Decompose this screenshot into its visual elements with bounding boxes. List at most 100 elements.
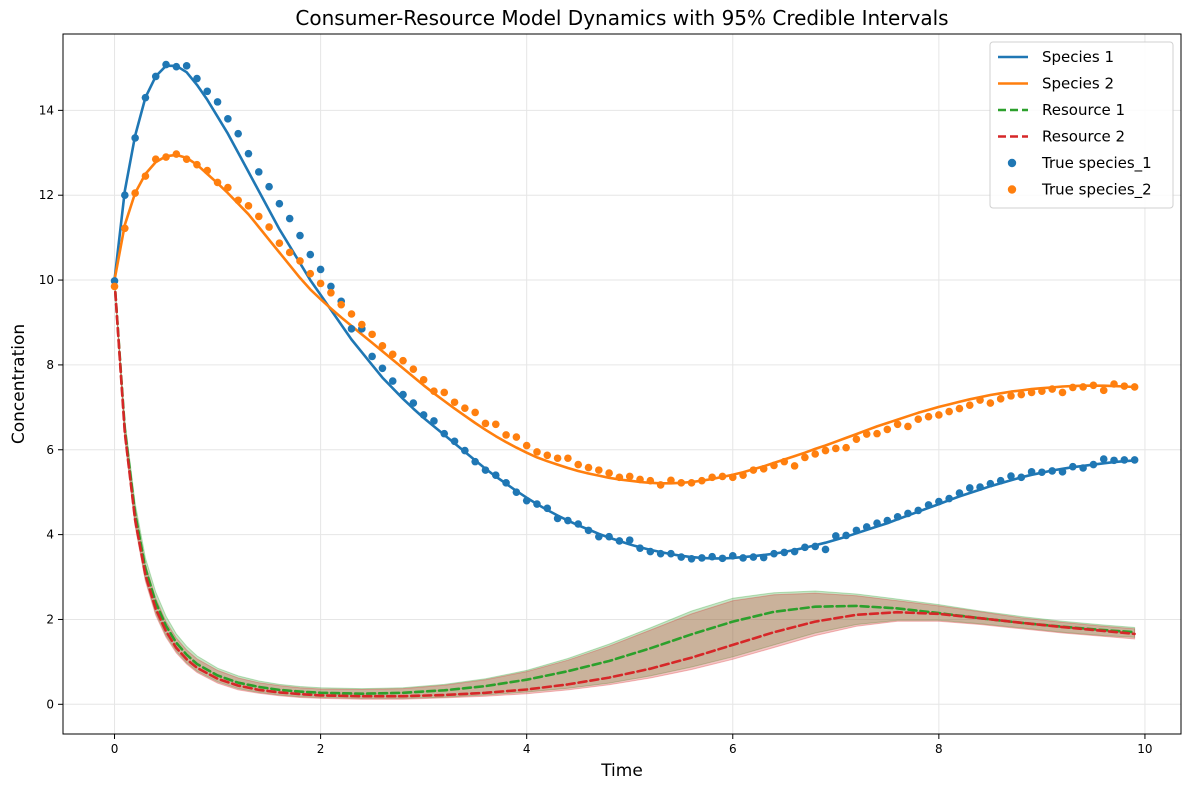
data-point <box>677 479 686 487</box>
data-point <box>121 224 129 233</box>
data-point <box>358 320 366 329</box>
data-point <box>378 364 387 373</box>
data-point <box>491 471 500 480</box>
data-point <box>553 454 562 463</box>
data-point <box>254 168 263 176</box>
legend-label: Species 2 <box>1042 75 1114 93</box>
data-point <box>450 437 459 446</box>
data-point <box>749 466 758 474</box>
data-point <box>564 516 572 525</box>
data-point <box>1038 387 1046 396</box>
data-point <box>265 223 273 231</box>
data-point <box>842 531 850 540</box>
data-point <box>728 552 737 560</box>
data-point <box>275 199 284 208</box>
data-point <box>1120 456 1129 464</box>
data-point <box>759 553 768 562</box>
series-line <box>113 278 1136 698</box>
data-point <box>522 496 531 505</box>
data-point <box>584 463 593 472</box>
data-point <box>1007 392 1015 400</box>
data-point <box>1069 383 1077 392</box>
data-point <box>224 115 232 123</box>
data-point <box>378 342 387 350</box>
data-point <box>131 189 139 197</box>
data-point <box>234 196 242 205</box>
data-point <box>409 365 418 373</box>
x-tick-label: 4 <box>523 742 531 756</box>
data-point <box>1089 381 1098 390</box>
data-point <box>306 250 315 259</box>
legend-label: Resource 1 <box>1042 101 1125 119</box>
data-point <box>141 93 150 102</box>
credible-interval-band <box>114 280 1136 699</box>
x-tick-label: 6 <box>729 742 737 756</box>
data-point <box>244 149 253 158</box>
data-point <box>770 461 778 470</box>
data-point <box>708 473 716 482</box>
data-point <box>121 191 129 200</box>
legend-label: Species 1 <box>1042 48 1114 66</box>
data-point <box>842 443 850 452</box>
series-line <box>113 153 1136 485</box>
data-point <box>1027 468 1036 476</box>
data-point <box>234 129 242 138</box>
data-point <box>1110 380 1118 388</box>
data-point <box>306 269 315 278</box>
data-point <box>440 429 449 438</box>
data-point <box>543 451 552 460</box>
data-point <box>976 396 984 404</box>
data-point <box>759 465 768 473</box>
data-point <box>698 476 706 485</box>
data-point <box>852 435 861 443</box>
data-point <box>502 479 510 487</box>
legend: Species 1 Species 2 Resource 1 Resource 2 Tr… <box>989 41 1174 209</box>
data-point <box>285 248 294 257</box>
data-point <box>873 429 881 438</box>
data-point <box>636 475 644 484</box>
data-point <box>533 448 541 456</box>
data-point <box>976 483 984 491</box>
data-point <box>244 202 253 210</box>
data-point <box>254 212 263 221</box>
data-point <box>388 377 397 385</box>
data-point <box>543 504 552 513</box>
y-tick-label: 14 <box>39 103 54 117</box>
data-point <box>1110 456 1118 465</box>
data-point <box>471 408 479 417</box>
data-point <box>718 554 727 563</box>
data-point <box>656 549 665 558</box>
data-point <box>605 532 613 541</box>
data-point <box>924 412 933 421</box>
data-point <box>904 509 912 518</box>
data-point <box>1130 383 1139 391</box>
data-point <box>327 282 335 291</box>
data-point <box>615 473 624 482</box>
data-point <box>296 257 304 265</box>
data-point <box>316 265 325 274</box>
data-point <box>862 523 871 531</box>
y-tick-label: 2 <box>46 612 54 626</box>
data-point <box>718 472 727 481</box>
data-point <box>914 506 923 515</box>
data-point <box>327 288 335 297</box>
data-point <box>347 310 356 318</box>
data-point <box>110 277 119 285</box>
data-point <box>770 549 778 558</box>
data-point <box>1048 385 1056 393</box>
y-tick-label: 10 <box>39 273 54 287</box>
data-point <box>574 460 583 469</box>
data-point <box>347 325 356 333</box>
grid <box>63 34 1181 734</box>
series-line <box>113 64 1136 560</box>
data-point <box>739 554 747 562</box>
y-tick-label: 8 <box>46 358 54 372</box>
data-point <box>965 484 974 492</box>
data-point <box>708 552 716 561</box>
data-point <box>368 330 376 339</box>
data-point <box>965 401 974 410</box>
data-point <box>471 457 479 466</box>
x-tick-label: 2 <box>317 742 325 756</box>
data-point <box>1048 467 1056 475</box>
data-point <box>625 536 634 544</box>
